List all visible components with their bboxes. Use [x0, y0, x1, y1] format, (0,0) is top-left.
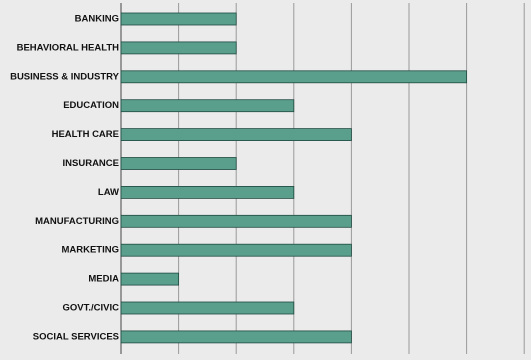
gridlines	[120, 3, 525, 354]
category-label-marketing: MARKETING	[61, 245, 119, 256]
category-labels: BANKING BEHAVIORAL HEALTH BUSINESS & INDUS…	[10, 14, 120, 343]
category-label-law: LAW	[98, 187, 119, 198]
bar-manufacturing	[120, 214, 352, 228]
category-label-govt-civic: GOVT./CIVIC	[63, 303, 120, 314]
bar-marketing	[120, 243, 352, 257]
bar-health-care	[120, 128, 352, 142]
bar-law	[120, 185, 295, 199]
category-label-health-care: HEALTH CARE	[52, 129, 119, 140]
category-label-media: MEDIA	[88, 274, 119, 285]
category-label-banking: BANKING	[75, 14, 119, 25]
bar-insurance	[120, 157, 237, 170]
bar-business-and-industry	[120, 70, 468, 84]
bar-social-services	[120, 330, 352, 344]
bars	[120, 12, 468, 344]
category-label-business-and-industry: BUSINESS & INDUSTRY	[10, 71, 120, 82]
bar-banking	[120, 12, 237, 26]
bar-behavioral-health	[120, 41, 237, 55]
category-label-insurance: INSURANCE	[63, 158, 119, 169]
category-label-social-services: SOCIAL SERVICES	[33, 331, 119, 342]
category-label-education: EDUCATION	[63, 100, 119, 111]
category-label-manufacturing: MANUFACTURING	[35, 216, 119, 227]
bar-govt-civic	[120, 301, 295, 315]
category-label-behavioral-health: BEHAVIORAL HEALTH	[17, 42, 120, 53]
bar-media	[120, 272, 179, 286]
bar-education	[120, 99, 295, 113]
